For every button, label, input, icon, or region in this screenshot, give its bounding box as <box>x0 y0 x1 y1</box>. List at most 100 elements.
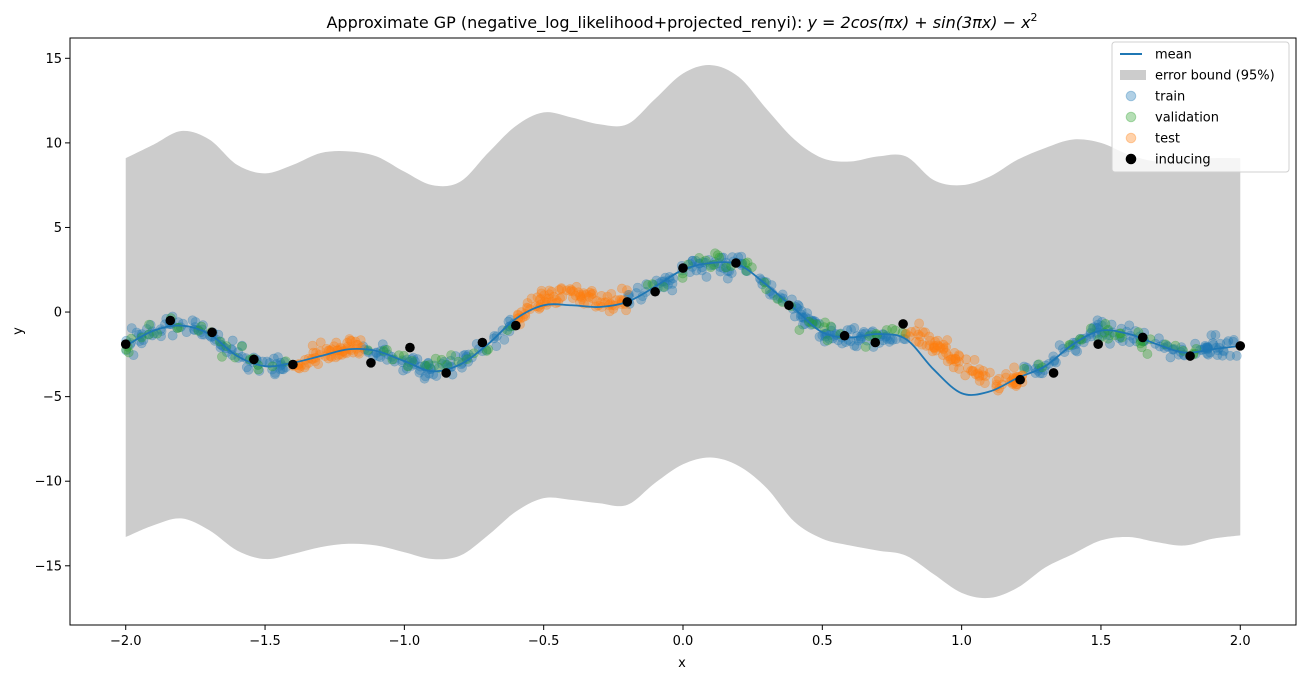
test-point <box>938 339 949 350</box>
test-point <box>938 343 949 354</box>
validation-point <box>217 351 227 362</box>
test-point <box>941 342 951 353</box>
test-point <box>355 335 366 346</box>
test-point <box>953 350 964 361</box>
test-point <box>942 335 953 345</box>
y-tick-label: −5 <box>43 390 62 405</box>
train-point <box>156 331 166 342</box>
train-point <box>167 330 178 341</box>
test-point <box>555 293 565 303</box>
test-point <box>586 285 597 296</box>
test-point <box>1009 362 1020 373</box>
inducing-point <box>366 358 376 368</box>
test-point <box>548 291 559 302</box>
train-point <box>1070 345 1081 356</box>
train-point <box>437 359 447 369</box>
error-bound-band <box>125 65 1241 599</box>
train-point <box>241 362 252 373</box>
test-point <box>313 359 323 369</box>
inducing-point <box>249 354 259 365</box>
legend-swatch-test <box>1125 132 1137 144</box>
test-point <box>914 337 925 347</box>
train-point <box>420 371 431 382</box>
test-point <box>522 298 533 308</box>
train-point <box>802 308 813 318</box>
test-point <box>915 331 926 342</box>
test-point <box>967 365 978 376</box>
test-point <box>948 354 958 365</box>
test-point <box>906 326 917 337</box>
x-tick-label: −1.0 <box>389 634 421 649</box>
test-point <box>951 356 962 367</box>
inducing-point <box>207 327 217 338</box>
train-point <box>632 282 643 293</box>
test-point <box>932 335 943 346</box>
train-point <box>795 312 806 323</box>
test-point <box>901 328 912 339</box>
train-point <box>884 336 895 347</box>
test-point <box>585 287 595 298</box>
train-point <box>1114 333 1125 344</box>
train-point <box>667 278 678 289</box>
test-point <box>544 289 555 300</box>
test-point <box>566 285 577 296</box>
train-point <box>1212 350 1223 360</box>
test-point <box>979 378 990 389</box>
train-point <box>377 339 388 350</box>
validation-point <box>446 350 457 360</box>
train-point <box>718 263 729 274</box>
inducing-point <box>511 320 521 331</box>
train-point <box>1106 319 1117 330</box>
train-point <box>1105 338 1115 349</box>
legend-label-test: test <box>1155 132 1180 147</box>
validation-point <box>819 322 830 333</box>
train-point <box>423 357 434 368</box>
train-point <box>1217 350 1228 361</box>
test-point <box>946 354 957 364</box>
train-point <box>659 282 669 293</box>
train-point <box>1072 346 1083 357</box>
x-axis-ticks: −2.0 −1.5 −1.0 −0.5 0.0 0.5 1.0 1.5 2.0 <box>110 625 1251 649</box>
test-point <box>974 364 985 375</box>
test-point <box>596 290 607 301</box>
train-point <box>499 334 510 345</box>
train-point <box>722 273 733 284</box>
inducing-point <box>120 339 131 349</box>
inducing-point <box>165 315 176 326</box>
train-point <box>419 373 430 384</box>
test-point <box>924 331 935 342</box>
train-point <box>810 316 820 327</box>
test-point <box>991 375 1002 386</box>
test-point <box>921 341 932 351</box>
inducing-point <box>898 319 908 329</box>
test-point <box>587 288 598 299</box>
test-point <box>617 283 627 294</box>
validation-point <box>712 250 723 261</box>
inducing-point <box>441 368 451 378</box>
inducing-point <box>784 300 794 311</box>
test-point <box>935 342 946 353</box>
train-point <box>218 341 229 352</box>
x-tick-label: 0.5 <box>812 634 833 649</box>
test-point <box>573 287 584 298</box>
validation-point <box>820 317 830 328</box>
x-tick-label: 0.0 <box>673 634 694 649</box>
test-point <box>526 293 537 304</box>
test-point <box>568 286 579 297</box>
train-point <box>826 322 837 333</box>
train-point <box>800 312 811 323</box>
test-point <box>931 345 941 356</box>
train-point <box>1206 330 1217 341</box>
inducing-point <box>650 286 660 297</box>
test-point <box>941 347 951 358</box>
test-point <box>978 365 989 376</box>
x-tick-label: −2.0 <box>110 634 142 649</box>
test-point <box>929 343 940 354</box>
test-point <box>950 354 961 364</box>
validation-point <box>144 319 154 330</box>
test-point <box>974 375 985 386</box>
train-point <box>814 331 825 342</box>
inducing-point <box>288 359 298 370</box>
train-point <box>268 353 279 364</box>
legend-label-train: train <box>1155 90 1185 105</box>
